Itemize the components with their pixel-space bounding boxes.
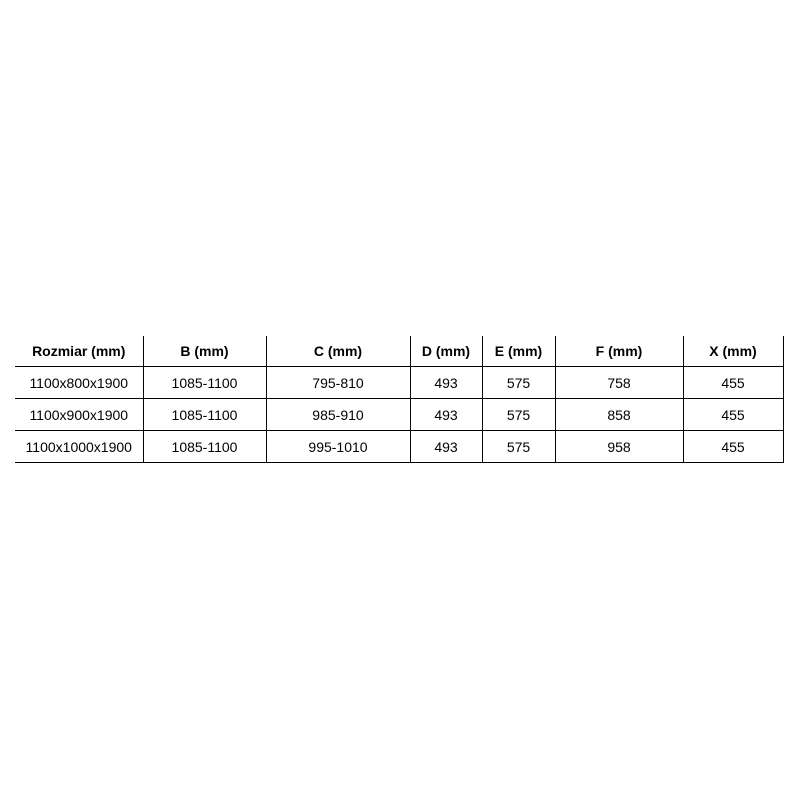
cell-x: 455 bbox=[682, 366, 784, 399]
cell-b: 1085-1100 bbox=[142, 366, 266, 399]
table-row: 1100x800x1900 1085-1100 795-810 493 575 … bbox=[15, 366, 784, 399]
dimensions-table: Rozmiar (mm) B (mm) C (mm) D (mm) E (mm)… bbox=[15, 336, 784, 463]
cell-d: 493 bbox=[409, 366, 482, 399]
cell-rozmiar: 1100x800x1900 bbox=[15, 366, 143, 399]
cell-e: 575 bbox=[481, 398, 555, 431]
cell-c: 795-810 bbox=[265, 366, 410, 399]
cell-f: 858 bbox=[554, 398, 683, 431]
cell-d: 493 bbox=[409, 398, 482, 431]
header-f: F (mm) bbox=[554, 336, 683, 367]
header-x: X (mm) bbox=[682, 336, 784, 367]
header-b: B (mm) bbox=[142, 336, 266, 367]
cell-e: 575 bbox=[481, 430, 555, 463]
header-rozmiar: Rozmiar (mm) bbox=[15, 336, 143, 367]
table-header-row: Rozmiar (mm) B (mm) C (mm) D (mm) E (mm)… bbox=[15, 336, 784, 367]
cell-x: 455 bbox=[682, 430, 784, 463]
cell-f: 958 bbox=[554, 430, 683, 463]
table-row: 1100x1000x1900 1085-1100 995-1010 493 57… bbox=[15, 430, 784, 463]
header-d: D (mm) bbox=[409, 336, 482, 367]
cell-c: 985-910 bbox=[265, 398, 410, 431]
cell-d: 493 bbox=[409, 430, 482, 463]
header-e: E (mm) bbox=[481, 336, 555, 367]
cell-f: 758 bbox=[554, 366, 683, 399]
cell-rozmiar: 1100x900x1900 bbox=[15, 398, 143, 431]
table-row: 1100x900x1900 1085-1100 985-910 493 575 … bbox=[15, 398, 784, 431]
cell-rozmiar: 1100x1000x1900 bbox=[15, 430, 143, 463]
cell-x: 455 bbox=[682, 398, 784, 431]
cell-b: 1085-1100 bbox=[142, 430, 266, 463]
header-c: C (mm) bbox=[265, 336, 410, 367]
cell-c: 995-1010 bbox=[265, 430, 410, 463]
cell-b: 1085-1100 bbox=[142, 398, 266, 431]
cell-e: 575 bbox=[481, 366, 555, 399]
